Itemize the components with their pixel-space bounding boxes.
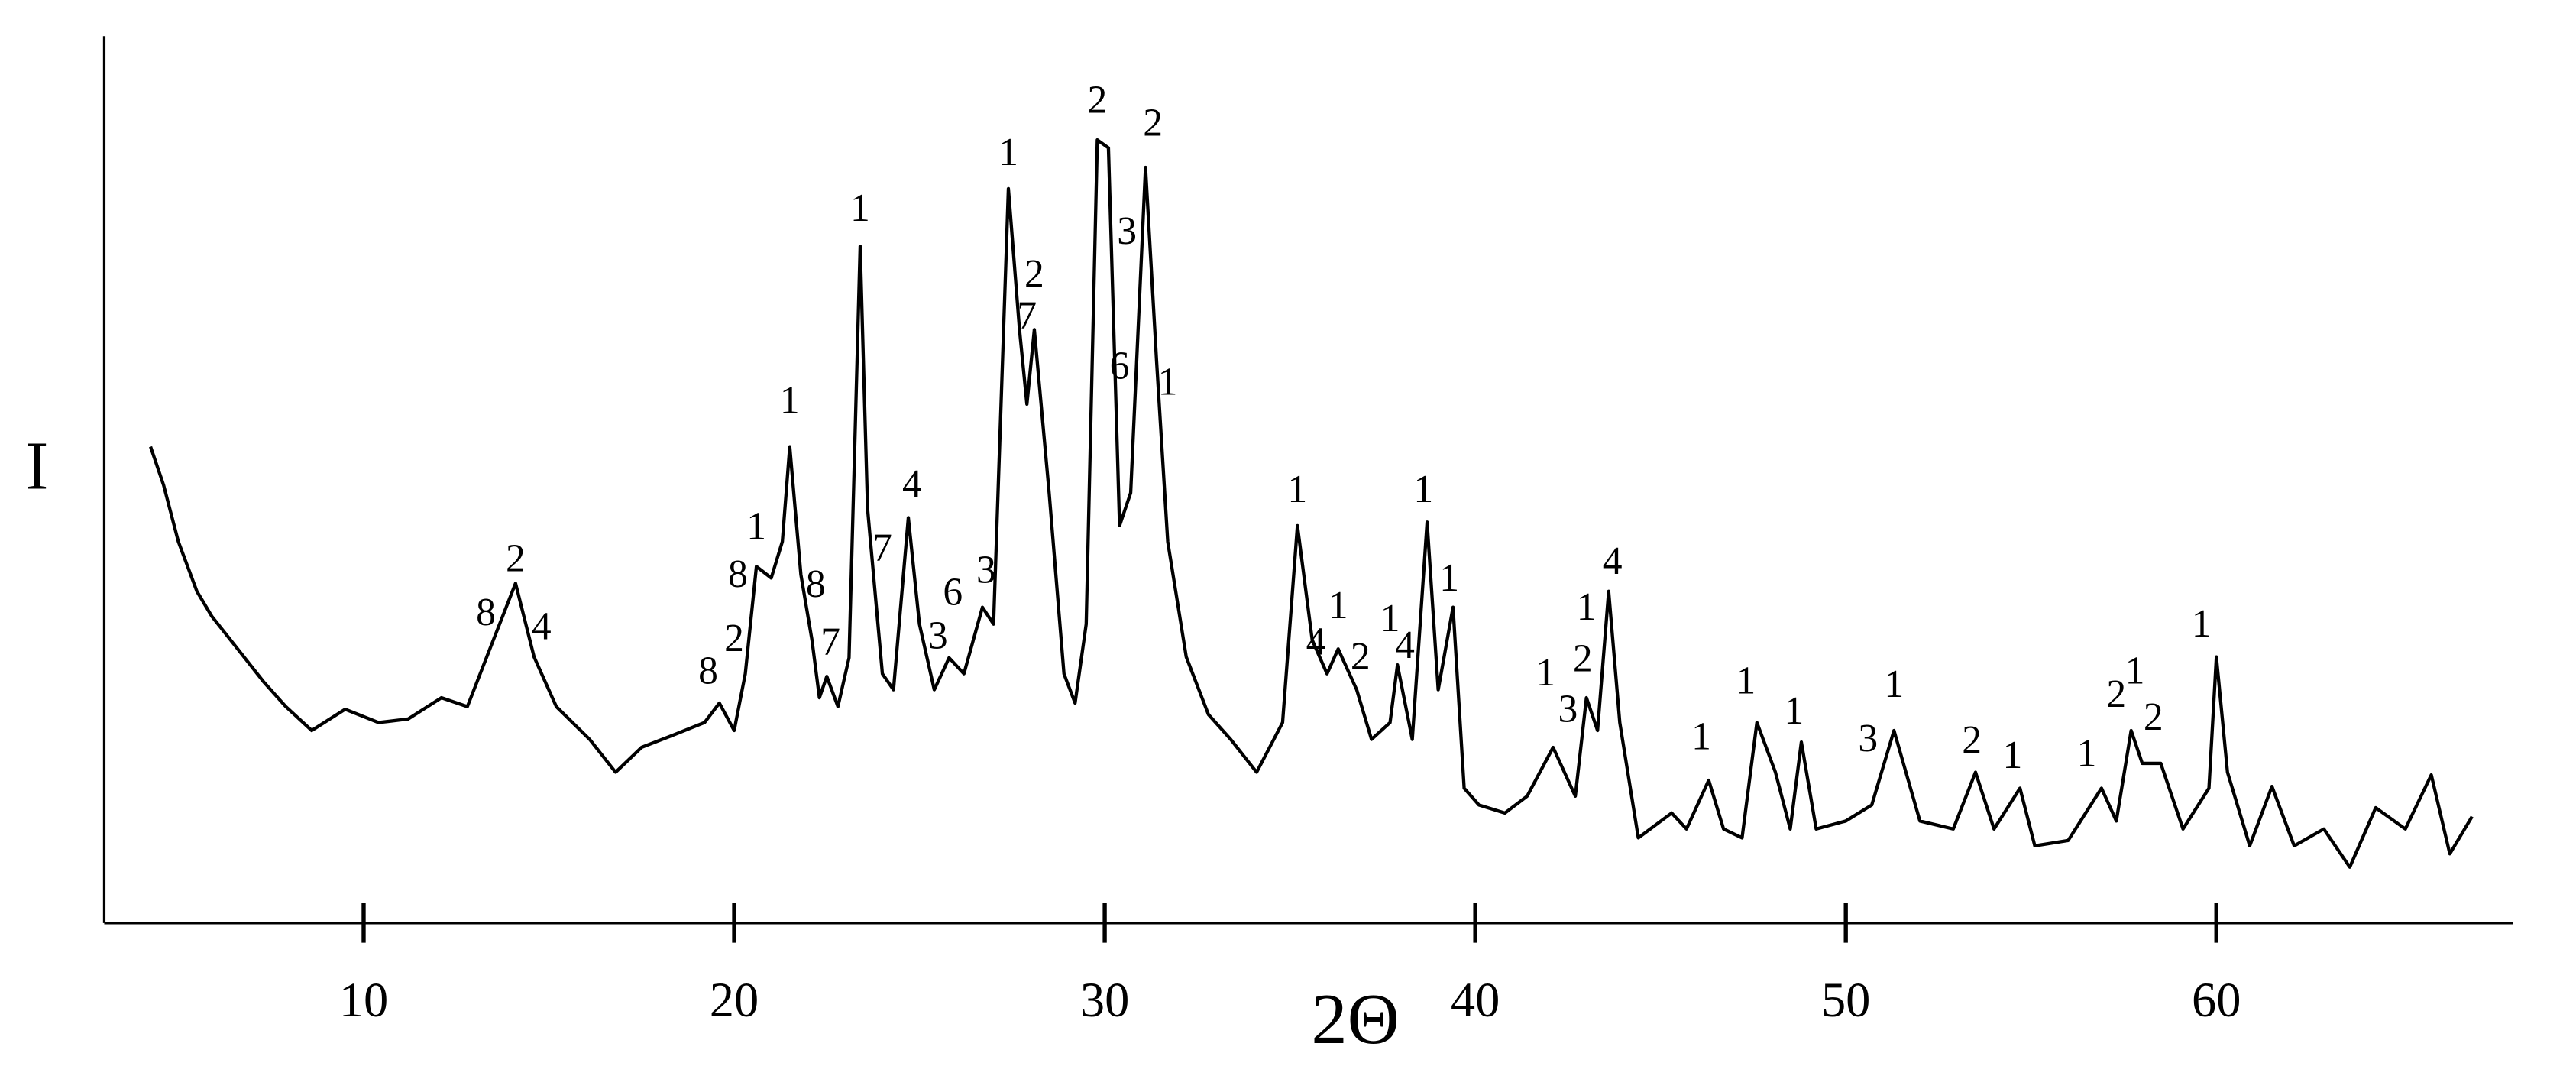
peak-label: 2 — [1351, 635, 1371, 679]
y-axis-label: I — [25, 428, 48, 504]
peak-label: 2 — [1143, 101, 1163, 144]
peak-label: 8 — [698, 650, 718, 693]
peak-label: 1 — [1158, 360, 1178, 403]
peak-label: 2 — [506, 536, 526, 580]
peak-label: 8 — [806, 562, 826, 606]
peak-label: 2 — [2106, 672, 2126, 716]
peak-label: 2 — [1962, 718, 1982, 762]
peak-label: 7 — [872, 526, 892, 569]
peak-label: 1 — [1736, 659, 1756, 702]
peak-label: 1 — [1380, 597, 1400, 640]
peak-label: 8 — [476, 591, 496, 634]
peak-label: 3 — [1558, 688, 1578, 731]
peak-label: 4 — [1395, 624, 1415, 667]
peak-label: 1 — [1328, 584, 1348, 627]
peak-label: 4 — [1306, 620, 1326, 663]
peak-label: 3 — [1117, 209, 1137, 253]
peak-label: 3 — [976, 548, 996, 591]
peak-label: 1 — [998, 131, 1018, 174]
peak-label: 1 — [1439, 556, 1459, 600]
x-tick-label: 30 — [1080, 973, 1129, 1027]
peak-label: 2 — [1573, 637, 1593, 680]
peak-label: 4 — [902, 462, 922, 506]
peak-label: 1 — [850, 186, 870, 230]
peak-label: 6 — [1110, 344, 1130, 387]
peak-label: 8 — [728, 552, 748, 596]
peak-label: 1 — [1691, 715, 1711, 759]
peak-label: 4 — [532, 605, 552, 649]
x-tick-label: 10 — [339, 973, 388, 1027]
peak-label: 4 — [1603, 540, 1623, 583]
peak-label: 2 — [724, 617, 744, 660]
spectrum-line — [149, 138, 2474, 869]
peak-label: 1 — [2003, 734, 2023, 777]
peak-label: 1 — [1413, 468, 1433, 511]
peak-label: 1 — [1536, 651, 1555, 695]
peak-label: 3 — [928, 614, 948, 657]
peak-label: 1 — [1884, 663, 1904, 706]
peak-label: 6 — [943, 570, 963, 614]
peak-label: 1 — [2077, 732, 2097, 776]
x-axis-label: 2Θ — [1311, 980, 1400, 1059]
peak-label: 2 — [1087, 78, 1107, 122]
peak-label: 1 — [1577, 585, 1597, 629]
peak-label: 3 — [1858, 717, 1878, 760]
peak-label: 1 — [2192, 602, 2212, 646]
peak-label: 7 — [820, 620, 840, 663]
peak-label: 1 — [2125, 650, 2145, 693]
peak-label: 1 — [746, 505, 766, 549]
peak-label: 1 — [1784, 689, 1804, 733]
peak-label: 1 — [780, 379, 800, 423]
x-tick-label: 40 — [1451, 973, 1500, 1027]
x-tick-label: 50 — [1821, 973, 1870, 1027]
peak-label: 1 — [1287, 468, 1307, 511]
peak-label: 7 — [1017, 293, 1037, 337]
x-tick-label: 20 — [710, 973, 759, 1027]
peak-label: 2 — [2144, 695, 2163, 739]
peak-label: 2 — [1024, 252, 1044, 296]
x-tick-label: 60 — [2192, 973, 2241, 1027]
